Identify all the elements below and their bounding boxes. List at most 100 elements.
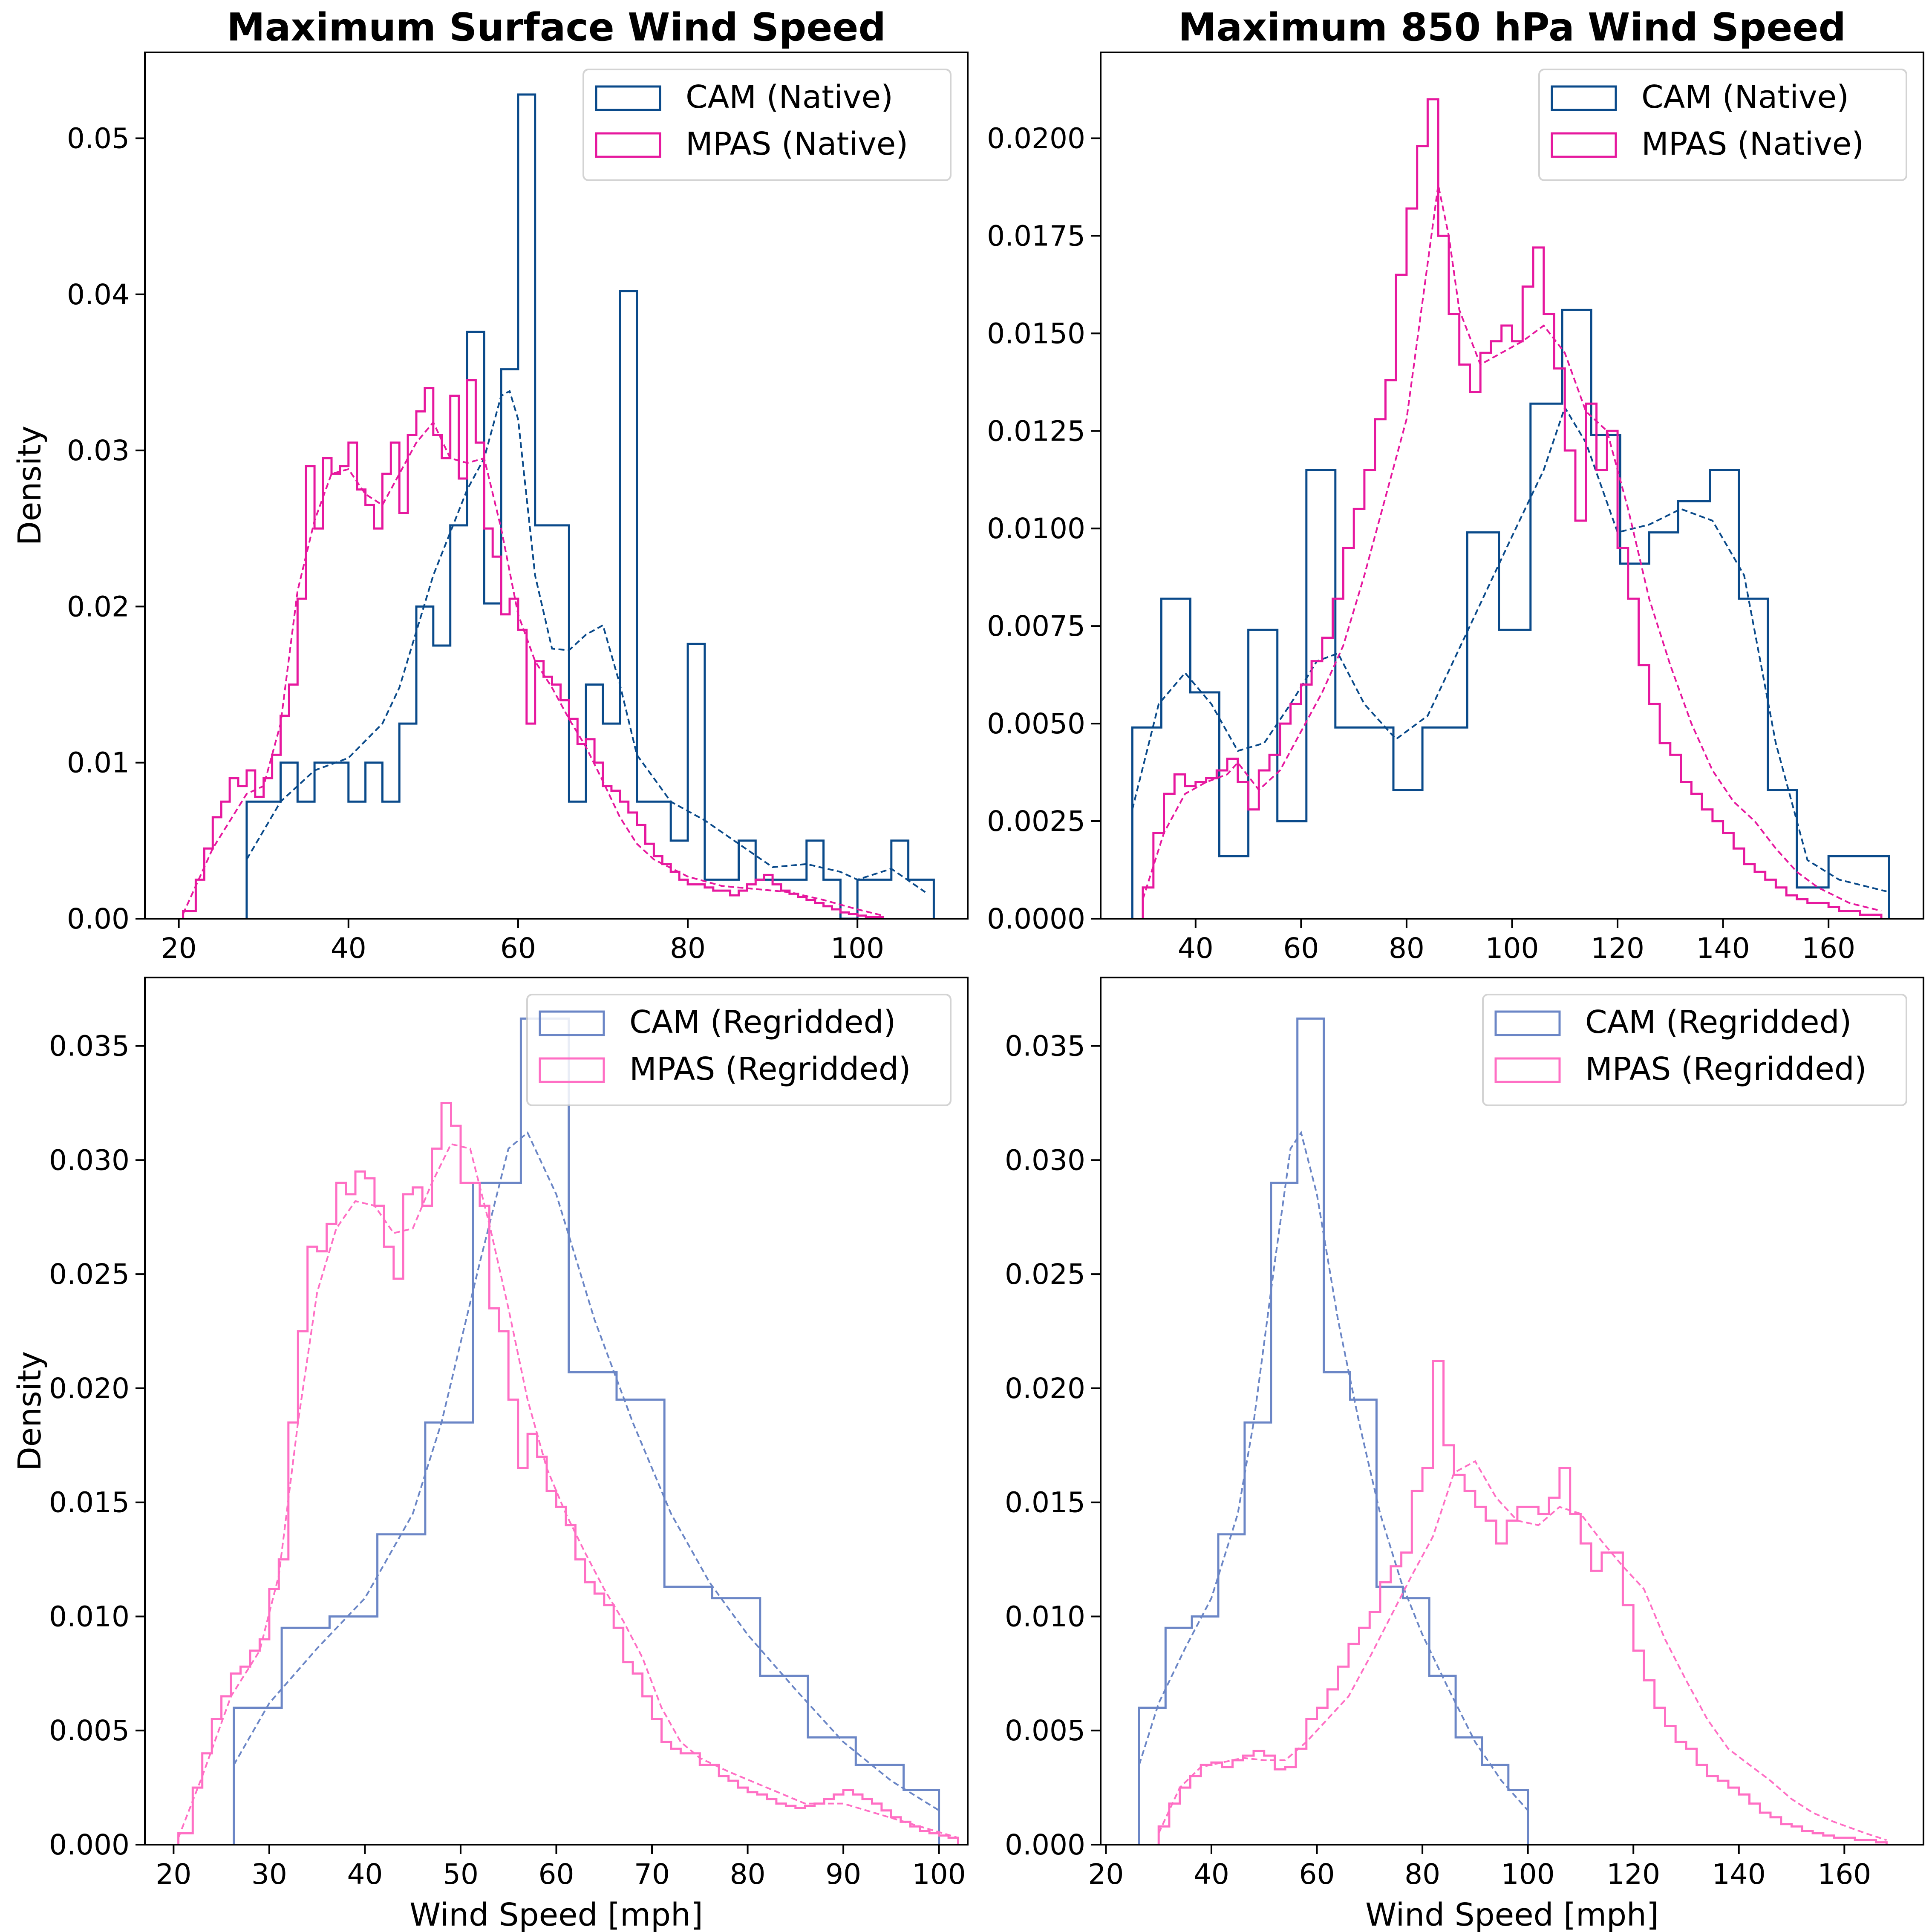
panel-top-left-title: Maximum Surface Wind Speed [227, 5, 886, 50]
panel-bottom-left-ytick-label: 0.010 [49, 1600, 130, 1633]
panel-top-right-ytick-label: 0.0175 [987, 219, 1085, 252]
panel-top-right-ytick-label: 0.0100 [987, 512, 1085, 545]
panel-bottom-left-legend-swatch [539, 1057, 605, 1083]
panel-bottom-left-series-0-histogram [233, 1017, 940, 1845]
panel-top-left-legend-label: MPAS (Native) [686, 126, 908, 162]
panel-bottom-right-x-axis-label: Wind Speed [mph] [1365, 1897, 1659, 1932]
panel-bottom-right-ytick-label: 0.030 [1005, 1144, 1085, 1177]
panel-bottom-right-xtick-label: 140 [1712, 1858, 1766, 1891]
panel-top-left-xtick-label: 40 [331, 932, 366, 965]
panel-bottom-left-ytick-label: 0.030 [49, 1144, 130, 1177]
panel-top-left-ytick-label: 0.00 [67, 903, 130, 935]
panel-top-left-xtick-label: 100 [830, 932, 884, 965]
panel-bottom-right: 20 40 60 80 100 120 140 160 0.000 0.005 0.010 0.015… [1005, 977, 1924, 1932]
panel-top-right-ytick-label: 0.0025 [987, 805, 1085, 838]
panel-bottom-right-ytick-label: 0.000 [1005, 1828, 1085, 1861]
panel-bottom-right-ytick-label: 0.015 [1005, 1486, 1085, 1519]
panel-top-right-series-0-histogram [1131, 309, 1890, 919]
panel-bottom-left-xtick-label: 30 [251, 1858, 287, 1891]
panel-bottom-left-ytick-label: 0.025 [49, 1258, 130, 1291]
panel-bottom-left-legend-label: CAM (Regridded) [629, 1004, 896, 1041]
panel-bottom-left: 20 30 40 50 60 70 80 90 100 0.000 0.005 0.010 0.015 0… [12, 977, 969, 1932]
panel-top-right-xtick-label: 40 [1178, 932, 1214, 965]
panel-top-left-legend-swatch [595, 85, 661, 111]
panel-bottom-right-legend-swatch [1494, 1057, 1561, 1083]
panel-bottom-right-legend-label: MPAS (Regridded) [1585, 1051, 1867, 1087]
panel-bottom-right-series-2-histogram [1157, 1360, 1888, 1845]
panel-top-left-series-2-histogram [182, 379, 884, 919]
panel-top-right-ytick-label: 0.0200 [987, 122, 1085, 155]
panel-top-left-series-1-kde-line [246, 389, 926, 893]
panel-top-left: 20 40 60 80 100 0.00 0.01 0.02 0.03 0.04 0.05 Maxim… [12, 5, 969, 965]
panel-top-right-ytick-label: 0.0150 [987, 317, 1085, 350]
panel-bottom-right-ytick-label: 0.005 [1005, 1714, 1085, 1747]
panel-top-left-xtick-label: 60 [500, 932, 536, 965]
panel-bottom-left-xtick-label: 100 [912, 1858, 966, 1891]
panel-bottom-left-legend-label: MPAS (Regridded) [629, 1051, 911, 1087]
panel-bottom-left-xtick-label: 70 [634, 1858, 670, 1891]
panel-bottom-right-xtick-label: 60 [1299, 1858, 1335, 1891]
panel-bottom-right-xtick-label: 20 [1088, 1858, 1124, 1891]
panel-top-right: 40 60 80 100 120 140 160 0.0000 0.0025 0.0050 0.00… [987, 5, 1924, 965]
panel-bottom-left-y-axis-label: Density [12, 1351, 48, 1471]
panel-top-right-legend-swatch [1551, 85, 1617, 111]
panel-top-left-ytick-label: 0.02 [67, 590, 130, 623]
panel-bottom-left-ytick-label: 0.005 [49, 1714, 130, 1747]
panel-top-right-xtick-label: 160 [1802, 932, 1855, 965]
panel-bottom-right-ytick-label: 0.035 [1005, 1030, 1085, 1063]
panel-top-right-series-3-kde-line [1142, 185, 1882, 912]
panel-bottom-right-axes-frame [1100, 977, 1924, 1845]
panel-bottom-left-xtick-label: 60 [539, 1858, 574, 1891]
panel-bottom-right-legend: CAM (Regridded) MPAS (Regridded) [1482, 994, 1907, 1106]
panel-top-left-legend-label: CAM (Native) [686, 79, 893, 115]
panel-bottom-left-legend-box [526, 994, 952, 1106]
panel-top-left-legend: CAM (Native) MPAS (Native) [582, 69, 952, 181]
panel-top-left-ytick-label: 0.03 [67, 434, 130, 467]
panel-top-left-axes-frame [144, 52, 969, 920]
panel-top-right-title: Maximum 850 hPa Wind Speed [1178, 5, 1846, 50]
panel-bottom-right-legend-swatch [1494, 1010, 1561, 1036]
panel-top-right-xtick-label: 100 [1485, 932, 1539, 965]
panel-top-left-legend-swatch [595, 132, 661, 158]
panel-bottom-right-xtick-label: 160 [1817, 1858, 1871, 1891]
panel-bottom-left-xtick-label: 50 [443, 1858, 479, 1891]
panel-bottom-left-series-2-histogram [177, 1102, 959, 1845]
panel-top-right-legend-label: CAM (Native) [1641, 79, 1849, 115]
panel-top-right-series-2-histogram [1142, 98, 1883, 919]
panel-top-left-ytick-label: 0.04 [67, 278, 130, 311]
panel-bottom-left-xtick-label: 20 [156, 1858, 191, 1891]
panel-bottom-right-ytick-label: 0.020 [1005, 1372, 1085, 1405]
panel-top-right-legend: CAM (Native) MPAS (Native) [1538, 69, 1907, 181]
panel-bottom-left-ytick-label: 0.015 [49, 1486, 130, 1519]
panel-bottom-right-series-0-histogram [1138, 1017, 1529, 1845]
panel-top-right-ytick-label: 0.0000 [987, 903, 1085, 935]
panel-bottom-right-legend-label: CAM (Regridded) [1585, 1004, 1851, 1041]
panel-bottom-left-ytick-label: 0.020 [49, 1372, 130, 1405]
panel-bottom-left-xtick-label: 80 [730, 1858, 766, 1891]
panel-bottom-left-series-3-kde-line [177, 1143, 959, 1839]
panel-top-left-series-0-histogram [245, 93, 935, 920]
panel-bottom-right-series-3-kde-line [1158, 1460, 1887, 1841]
panel-top-right-ytick-label: 0.0050 [987, 707, 1085, 740]
panel-bottom-left-legend: CAM (Regridded) MPAS (Regridded) [526, 994, 952, 1106]
panel-top-left-ytick-label: 0.05 [67, 122, 130, 155]
panel-top-right-xtick-label: 140 [1696, 932, 1750, 965]
panel-bottom-left-legend-swatch [539, 1010, 605, 1036]
panel-top-left-series-3-kde-line [182, 421, 883, 917]
panel-top-right-legend-box [1538, 69, 1907, 181]
panel-top-right-xtick-label: 60 [1283, 932, 1319, 965]
panel-top-left-xtick-label: 20 [161, 932, 197, 965]
panel-bottom-right-xtick-label: 100 [1501, 1858, 1555, 1891]
panel-bottom-right-xtick-label: 120 [1606, 1858, 1660, 1891]
panel-bottom-right-xtick-label: 40 [1194, 1858, 1229, 1891]
panel-bottom-left-xtick-label: 40 [347, 1858, 383, 1891]
panel-bottom-left-xtick-label: 90 [825, 1858, 861, 1891]
panel-top-left-legend-box [582, 69, 952, 181]
panel-top-right-xtick-label: 120 [1591, 932, 1644, 965]
panel-top-left-ytick-label: 0.01 [67, 747, 130, 779]
panel-top-right-legend-swatch [1551, 132, 1617, 158]
panel-bottom-right-legend-box [1482, 994, 1907, 1106]
panel-top-left-y-axis-label: Density [12, 426, 48, 545]
panel-bottom-right-ytick-label: 0.025 [1005, 1258, 1085, 1291]
